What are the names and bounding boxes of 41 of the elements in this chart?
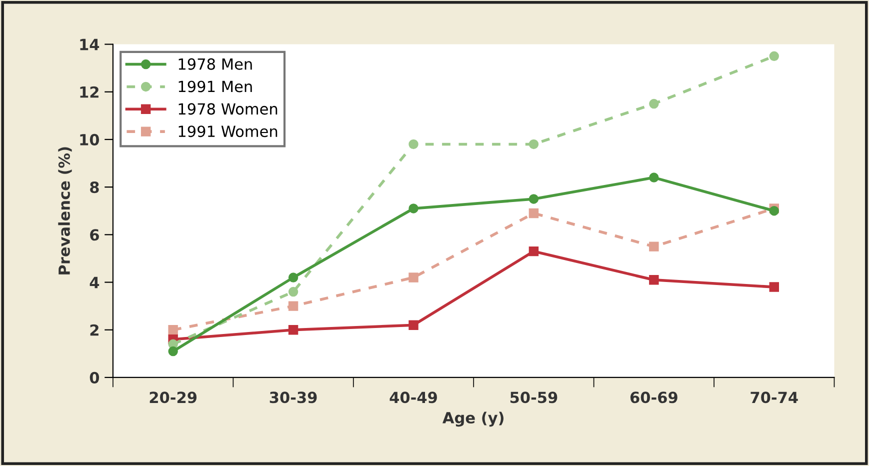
legend-label: 1991 Women [178, 126, 278, 138]
y-tick-label: 6 [90, 229, 99, 241]
point [528, 194, 539, 204]
point [288, 325, 298, 335]
x-tick-label: 40-49 [390, 392, 437, 404]
point [769, 206, 779, 216]
x-tick-label: 20-29 [150, 392, 197, 404]
point [168, 346, 178, 356]
point [769, 282, 779, 292]
legend-label: 1978 Women [178, 103, 278, 115]
y-tick-label: 0 [90, 372, 100, 384]
point [528, 139, 539, 150]
x-tick-label: 30-39 [270, 392, 317, 404]
x-tick-label: 50-59 [510, 392, 558, 404]
y-tick-label: 14 [80, 38, 100, 50]
point [408, 204, 418, 214]
y-tick-label: 4 [90, 276, 100, 288]
point [288, 301, 298, 311]
y-tick-label: 8 [90, 182, 99, 194]
point [288, 272, 298, 282]
point [649, 98, 659, 109]
point [649, 172, 659, 182]
x-axis-title: Age (y) [442, 412, 504, 427]
legend-label: 1991 Men [178, 80, 252, 92]
x-tick-label: 70-74 [750, 392, 798, 404]
point [649, 275, 659, 285]
point [528, 208, 539, 218]
point [408, 272, 418, 282]
x-tick-label: 60-69 [630, 392, 678, 404]
point [408, 139, 418, 150]
y-tick-label: 2 [90, 324, 98, 336]
y-tick-label: 12 [80, 86, 98, 98]
y-tick-label: 10 [80, 134, 100, 146]
point [528, 246, 539, 256]
point [168, 325, 178, 335]
y-axis-title: Prevalence (%) [58, 147, 72, 274]
point [408, 320, 418, 330]
point [649, 242, 659, 252]
legend-label: 1978 Men [178, 58, 252, 70]
point [769, 51, 779, 62]
point [288, 286, 298, 297]
